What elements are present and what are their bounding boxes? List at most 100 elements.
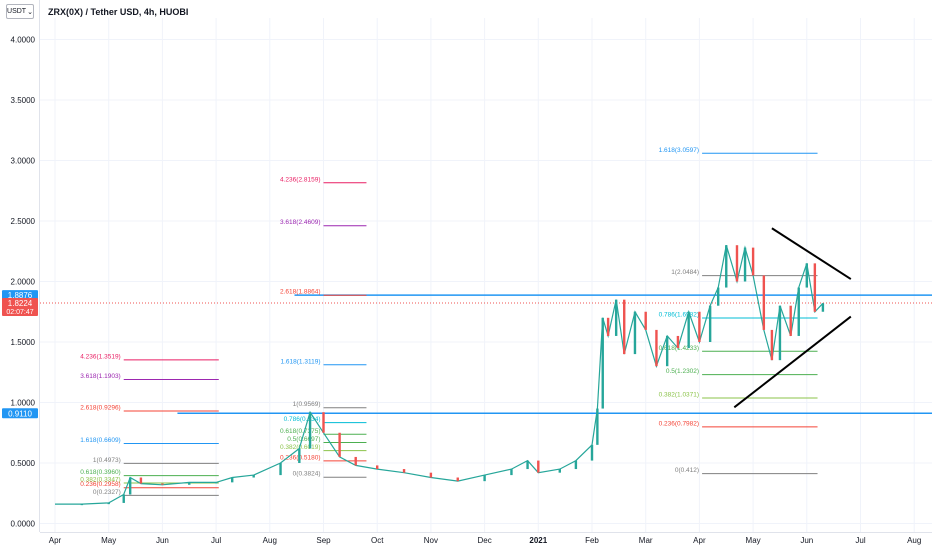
candle bbox=[81, 504, 83, 505]
x-tick-label: Apr bbox=[49, 536, 62, 545]
candle bbox=[814, 263, 816, 311]
x-tick-label: Aug bbox=[907, 536, 921, 545]
x-tick-label: Mar bbox=[639, 536, 653, 545]
candle bbox=[623, 300, 625, 354]
candle bbox=[161, 484, 163, 485]
x-tick-label: Apr bbox=[693, 536, 706, 545]
candle bbox=[559, 469, 561, 473]
candle bbox=[607, 318, 609, 336]
fib-level-label: 0.618(0.3960) bbox=[80, 469, 120, 476]
y-tick-label: 4.0000 bbox=[11, 36, 36, 45]
candle bbox=[717, 288, 719, 306]
x-tick-label: Jul bbox=[211, 536, 221, 545]
x-tick-label: Dec bbox=[477, 536, 491, 545]
fib-level-label: 0.236(0.7982) bbox=[659, 420, 699, 427]
candle bbox=[483, 475, 485, 481]
candle bbox=[252, 475, 254, 477]
x-tick-label: Jul bbox=[855, 536, 865, 545]
price-badge-label: 0.9110 bbox=[8, 409, 32, 418]
candle bbox=[231, 478, 233, 483]
fib-level-label: 0(0.412) bbox=[675, 467, 699, 474]
candle bbox=[677, 336, 679, 348]
candle bbox=[645, 312, 647, 330]
trendline[interactable] bbox=[734, 317, 851, 408]
fib-level-label: 4.236(1.3519) bbox=[80, 353, 120, 360]
candle bbox=[188, 482, 190, 484]
candle bbox=[279, 463, 281, 475]
y-tick-label: 0.5000 bbox=[11, 459, 36, 468]
candle bbox=[123, 494, 125, 502]
candle bbox=[575, 461, 577, 469]
fib-level-label: 4.236(2.8159) bbox=[280, 176, 320, 183]
x-tick-label: May bbox=[746, 536, 761, 545]
candle bbox=[215, 482, 217, 483]
candle bbox=[591, 445, 593, 461]
fib-level-label: 0.786(1.6982) bbox=[659, 312, 699, 319]
candle bbox=[322, 412, 324, 433]
fib-level-label: 1(0.4973) bbox=[93, 457, 121, 464]
x-tick-label: May bbox=[101, 536, 116, 545]
candle bbox=[666, 336, 668, 366]
candle bbox=[403, 469, 405, 473]
candle bbox=[779, 306, 781, 360]
candle bbox=[510, 469, 512, 475]
candle bbox=[634, 312, 636, 354]
fib-level-label: 2.618(0.9296) bbox=[80, 405, 120, 412]
y-tick-label: 3.0000 bbox=[11, 157, 36, 166]
candle bbox=[602, 318, 604, 409]
candle bbox=[806, 263, 808, 287]
candle bbox=[771, 330, 773, 360]
candle bbox=[430, 473, 432, 478]
candle bbox=[822, 303, 824, 311]
fib-level-label: 0(0.2327) bbox=[93, 489, 121, 496]
candle bbox=[537, 461, 539, 473]
y-tick-label: 1.0000 bbox=[11, 399, 36, 408]
candle bbox=[736, 245, 738, 281]
candle bbox=[615, 300, 617, 336]
candle bbox=[596, 409, 598, 445]
candle bbox=[763, 275, 765, 329]
candle bbox=[709, 306, 711, 342]
candle bbox=[355, 457, 357, 465]
x-tick-label: Aug bbox=[263, 536, 277, 545]
candle bbox=[789, 306, 791, 336]
candle bbox=[457, 478, 459, 482]
x-tick-label: 2021 bbox=[529, 536, 547, 545]
fib-level-label: 0.5(0.6697) bbox=[287, 436, 320, 443]
y-tick-label: 2.0000 bbox=[11, 278, 36, 287]
price-badge-label: 1.8224 bbox=[8, 299, 33, 308]
y-tick-label: 0.0000 bbox=[11, 520, 36, 529]
candle bbox=[129, 478, 131, 495]
candle bbox=[687, 312, 689, 348]
countdown-label: 02:07:47 bbox=[6, 309, 33, 316]
candle bbox=[655, 330, 657, 366]
x-tick-label: Jun bbox=[800, 536, 813, 545]
fib-level-label: 1(0.9569) bbox=[293, 401, 321, 408]
candle bbox=[140, 478, 142, 484]
fib-level-label: 1.618(1.3119) bbox=[281, 358, 321, 365]
y-tick-label: 1.5000 bbox=[11, 338, 36, 347]
x-tick-label: Nov bbox=[424, 536, 438, 545]
fib-level-label: 1.618(0.6609) bbox=[80, 437, 120, 444]
fib-level-label: 0.5(1.2302) bbox=[666, 368, 699, 375]
candle bbox=[798, 288, 800, 336]
fib-level-label: 0.618(0.7375) bbox=[280, 428, 320, 435]
candle bbox=[338, 433, 340, 457]
trendline[interactable] bbox=[772, 228, 851, 279]
x-tick-label: Oct bbox=[371, 536, 384, 545]
fib-level-label: 3.618(1.1903) bbox=[80, 373, 120, 380]
fib-level-label: 0.382(1.0371) bbox=[659, 392, 699, 399]
x-tick-label: Jun bbox=[156, 536, 169, 545]
x-tick-label: Feb bbox=[585, 536, 599, 545]
fib-level-label: 2.618(1.8864) bbox=[280, 289, 320, 296]
candle bbox=[698, 312, 700, 342]
candle bbox=[298, 448, 300, 463]
candle bbox=[526, 461, 528, 469]
x-tick-label: Sep bbox=[316, 536, 331, 545]
y-tick-label: 2.5000 bbox=[11, 217, 36, 226]
candle bbox=[376, 465, 378, 469]
y-tick-label: 3.5000 bbox=[11, 96, 36, 105]
fib-level-label: 1.618(3.0597) bbox=[659, 147, 699, 154]
candle bbox=[725, 245, 727, 287]
